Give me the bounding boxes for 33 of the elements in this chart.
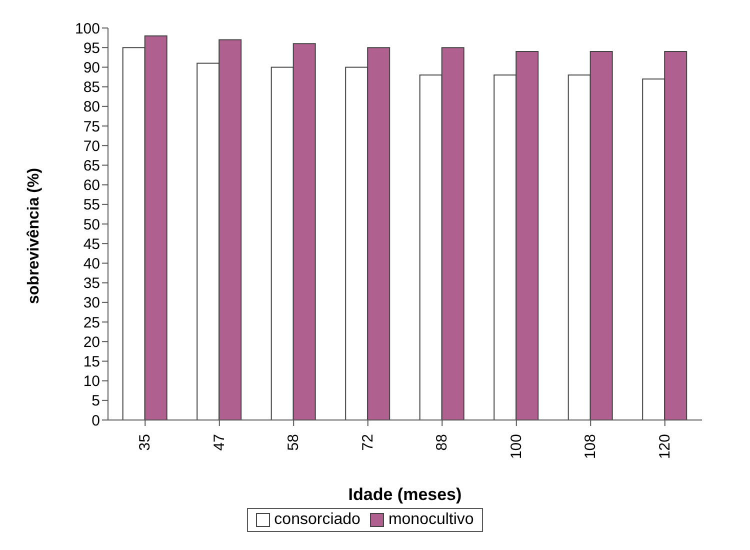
y-tick-label: 15 [83,354,100,371]
y-tick-label: 85 [83,79,100,96]
y-tick-label: 10 [83,373,100,390]
y-tick-label: 95 [83,40,100,57]
y-axis-title: sobrevivência (%) [26,168,43,304]
y-tick-label: 60 [83,177,100,194]
x-axis-title: Idade (meses) [348,485,462,504]
x-tick-label: 35 [136,434,154,451]
y-tick-label: 5 [92,392,100,410]
y-tick-label: 45 [83,236,100,253]
y-tick-label: 75 [83,118,100,136]
legend-label: consorciado [274,511,360,529]
y-tick-label: 65 [83,158,100,175]
x-tick-label: 72 [359,434,376,451]
y-tick-label: 25 [83,314,100,332]
y-tick-label: 20 [83,334,100,351]
y-tick-label: 90 [83,60,100,77]
y-tick-label: 35 [83,275,100,292]
y-tick-label: 30 [83,294,100,312]
x-tick-label: 88 [434,434,451,451]
y-tick-label: 70 [83,138,100,155]
x-tick-label: 100 [508,434,525,460]
y-tick-label: 80 [83,98,100,116]
y-tick-label: 40 [83,256,100,273]
y-tick-label: 0 [92,412,100,430]
y-tick-label: 55 [83,196,100,214]
y-tick-label: 50 [83,216,100,234]
x-tick-label: 47 [210,434,228,451]
y-tick-label: 100 [74,20,100,38]
legend-label: monocultivo [388,511,474,529]
x-tick-label: 58 [285,434,302,451]
x-tick-label: 120 [656,434,674,460]
x-tick-label: 108 [582,434,600,460]
